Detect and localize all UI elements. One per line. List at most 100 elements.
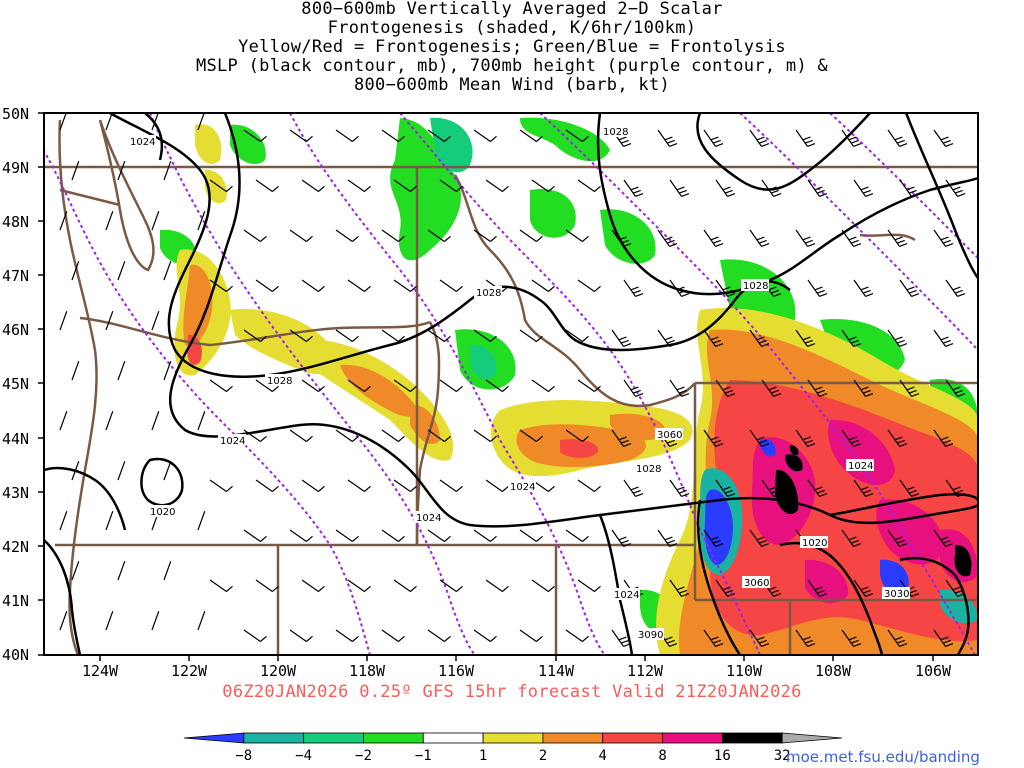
wind-barb — [289, 129, 313, 142]
colorbar-label: 4 — [599, 748, 607, 764]
wind-barb — [301, 179, 325, 192]
wind-barb — [945, 379, 966, 397]
wind-barb — [301, 479, 325, 492]
mslp-label: 1020 — [800, 536, 828, 549]
wind-barb — [519, 429, 543, 442]
wind-barb — [163, 460, 172, 481]
colorbar-swatch — [662, 732, 723, 744]
wind-barb — [209, 479, 233, 492]
wind-barb — [427, 629, 451, 642]
wind-barb — [519, 529, 543, 542]
wind-barb — [439, 379, 463, 392]
mslp-label: 1024 — [612, 588, 640, 601]
wind-barb — [933, 429, 954, 447]
wind-barb — [853, 379, 874, 397]
lon-labels: 124W 122W 120W 118W 116W 114W 112W 110W … — [82, 662, 952, 680]
height-contours — [44, 113, 978, 655]
forecast-valid-time: 06Z20JAN2026 0.25º GFS 15hr forecast Val… — [222, 682, 802, 702]
wind-barb — [519, 329, 543, 342]
wind-barb — [703, 329, 724, 347]
wind-barb — [887, 329, 908, 347]
wind-barb — [151, 610, 160, 631]
wind-barb — [163, 260, 172, 281]
wind-barb — [197, 410, 206, 431]
wind-barb — [335, 329, 359, 342]
wind-barb — [197, 310, 206, 331]
wind-barb — [439, 579, 463, 592]
wind-barb — [347, 279, 371, 292]
wind-barb — [933, 129, 954, 147]
colorbar-label: −8 — [235, 748, 252, 764]
lat-label: 47N — [2, 267, 29, 285]
wind-barb — [577, 479, 601, 492]
source-url[interactable]: moe.met.fsu.edu/banding — [786, 748, 980, 766]
lat-label: 44N — [2, 430, 29, 448]
wind-barb — [703, 129, 724, 147]
wind-barb — [347, 579, 371, 592]
wind-barb — [105, 410, 114, 431]
title-line: Frontogenesis (shaded, K/6hr/100km) — [327, 18, 697, 38]
lon-label: 106W — [915, 662, 952, 680]
wind-barb — [381, 429, 405, 442]
wind-barb — [565, 329, 589, 342]
wind-barb — [945, 579, 966, 597]
lon-label: 116W — [438, 662, 475, 680]
wind-barb — [197, 510, 206, 531]
wind-barb — [243, 229, 267, 242]
mslp-label: 1028 — [741, 279, 769, 292]
wind-barb — [899, 179, 920, 197]
svg-text:1028: 1028 — [636, 464, 661, 475]
wind-barb — [335, 529, 359, 542]
wind-barb — [841, 629, 862, 647]
wind-barb — [71, 560, 80, 581]
wind-barb — [807, 179, 828, 197]
colorbar-swatch — [363, 732, 424, 744]
wind-barb — [657, 129, 678, 147]
wind-barb — [255, 579, 279, 592]
svg-text:1024: 1024 — [220, 436, 245, 447]
svg-text:1028: 1028 — [267, 376, 292, 387]
map-frame — [43, 112, 979, 656]
map-axes — [38, 112, 934, 661]
mslp-label: 1028 — [601, 125, 629, 138]
colorbar: −8 −4 −2 −1 1 2 4 8 16 32 — [183, 732, 843, 764]
wind-barb — [197, 210, 206, 231]
wind-barb — [347, 479, 371, 492]
wind-barb — [151, 113, 159, 131]
mslp-label: 1024 — [128, 135, 156, 148]
wind-barb — [853, 179, 874, 197]
wind-barb — [807, 279, 828, 297]
map-plot-area: 1024 1028 1028 1028 1028 1024 1024 1020 … — [44, 113, 978, 655]
svg-text:3060: 3060 — [744, 578, 769, 589]
wind-barb — [473, 229, 497, 242]
wind-barb — [289, 229, 313, 242]
colorbar-label: 8 — [658, 748, 666, 764]
wind-barb — [795, 329, 816, 347]
wind-barb — [807, 579, 828, 597]
lat-label: 46N — [2, 321, 29, 339]
wind-barb — [749, 529, 770, 547]
colorbar-swatch — [482, 732, 544, 744]
wind-barb — [473, 129, 497, 142]
wind-barb — [945, 479, 966, 497]
wind-barb — [841, 129, 862, 147]
wind-barb — [151, 310, 160, 331]
lat-label: 50N — [2, 105, 29, 123]
wind-barb — [577, 179, 601, 192]
title-line: 800−600mb Vertically Averaged 2−D Scalar — [301, 0, 723, 19]
wind-barb — [657, 529, 678, 547]
wind-barb — [485, 479, 509, 492]
svg-text:1020: 1020 — [802, 538, 827, 549]
wind-barb — [439, 279, 463, 292]
lon-label: 114W — [538, 662, 575, 680]
wind-barb — [71, 360, 80, 381]
wind-barb — [197, 610, 206, 631]
wind-barb — [887, 429, 908, 447]
wind-barb — [715, 279, 736, 297]
wind-barb — [209, 579, 233, 592]
wind-barb — [519, 229, 543, 242]
wind-barb — [151, 410, 160, 431]
wind-barb — [531, 179, 555, 192]
lon-label: 122W — [171, 662, 208, 680]
wind-barb — [623, 379, 644, 397]
